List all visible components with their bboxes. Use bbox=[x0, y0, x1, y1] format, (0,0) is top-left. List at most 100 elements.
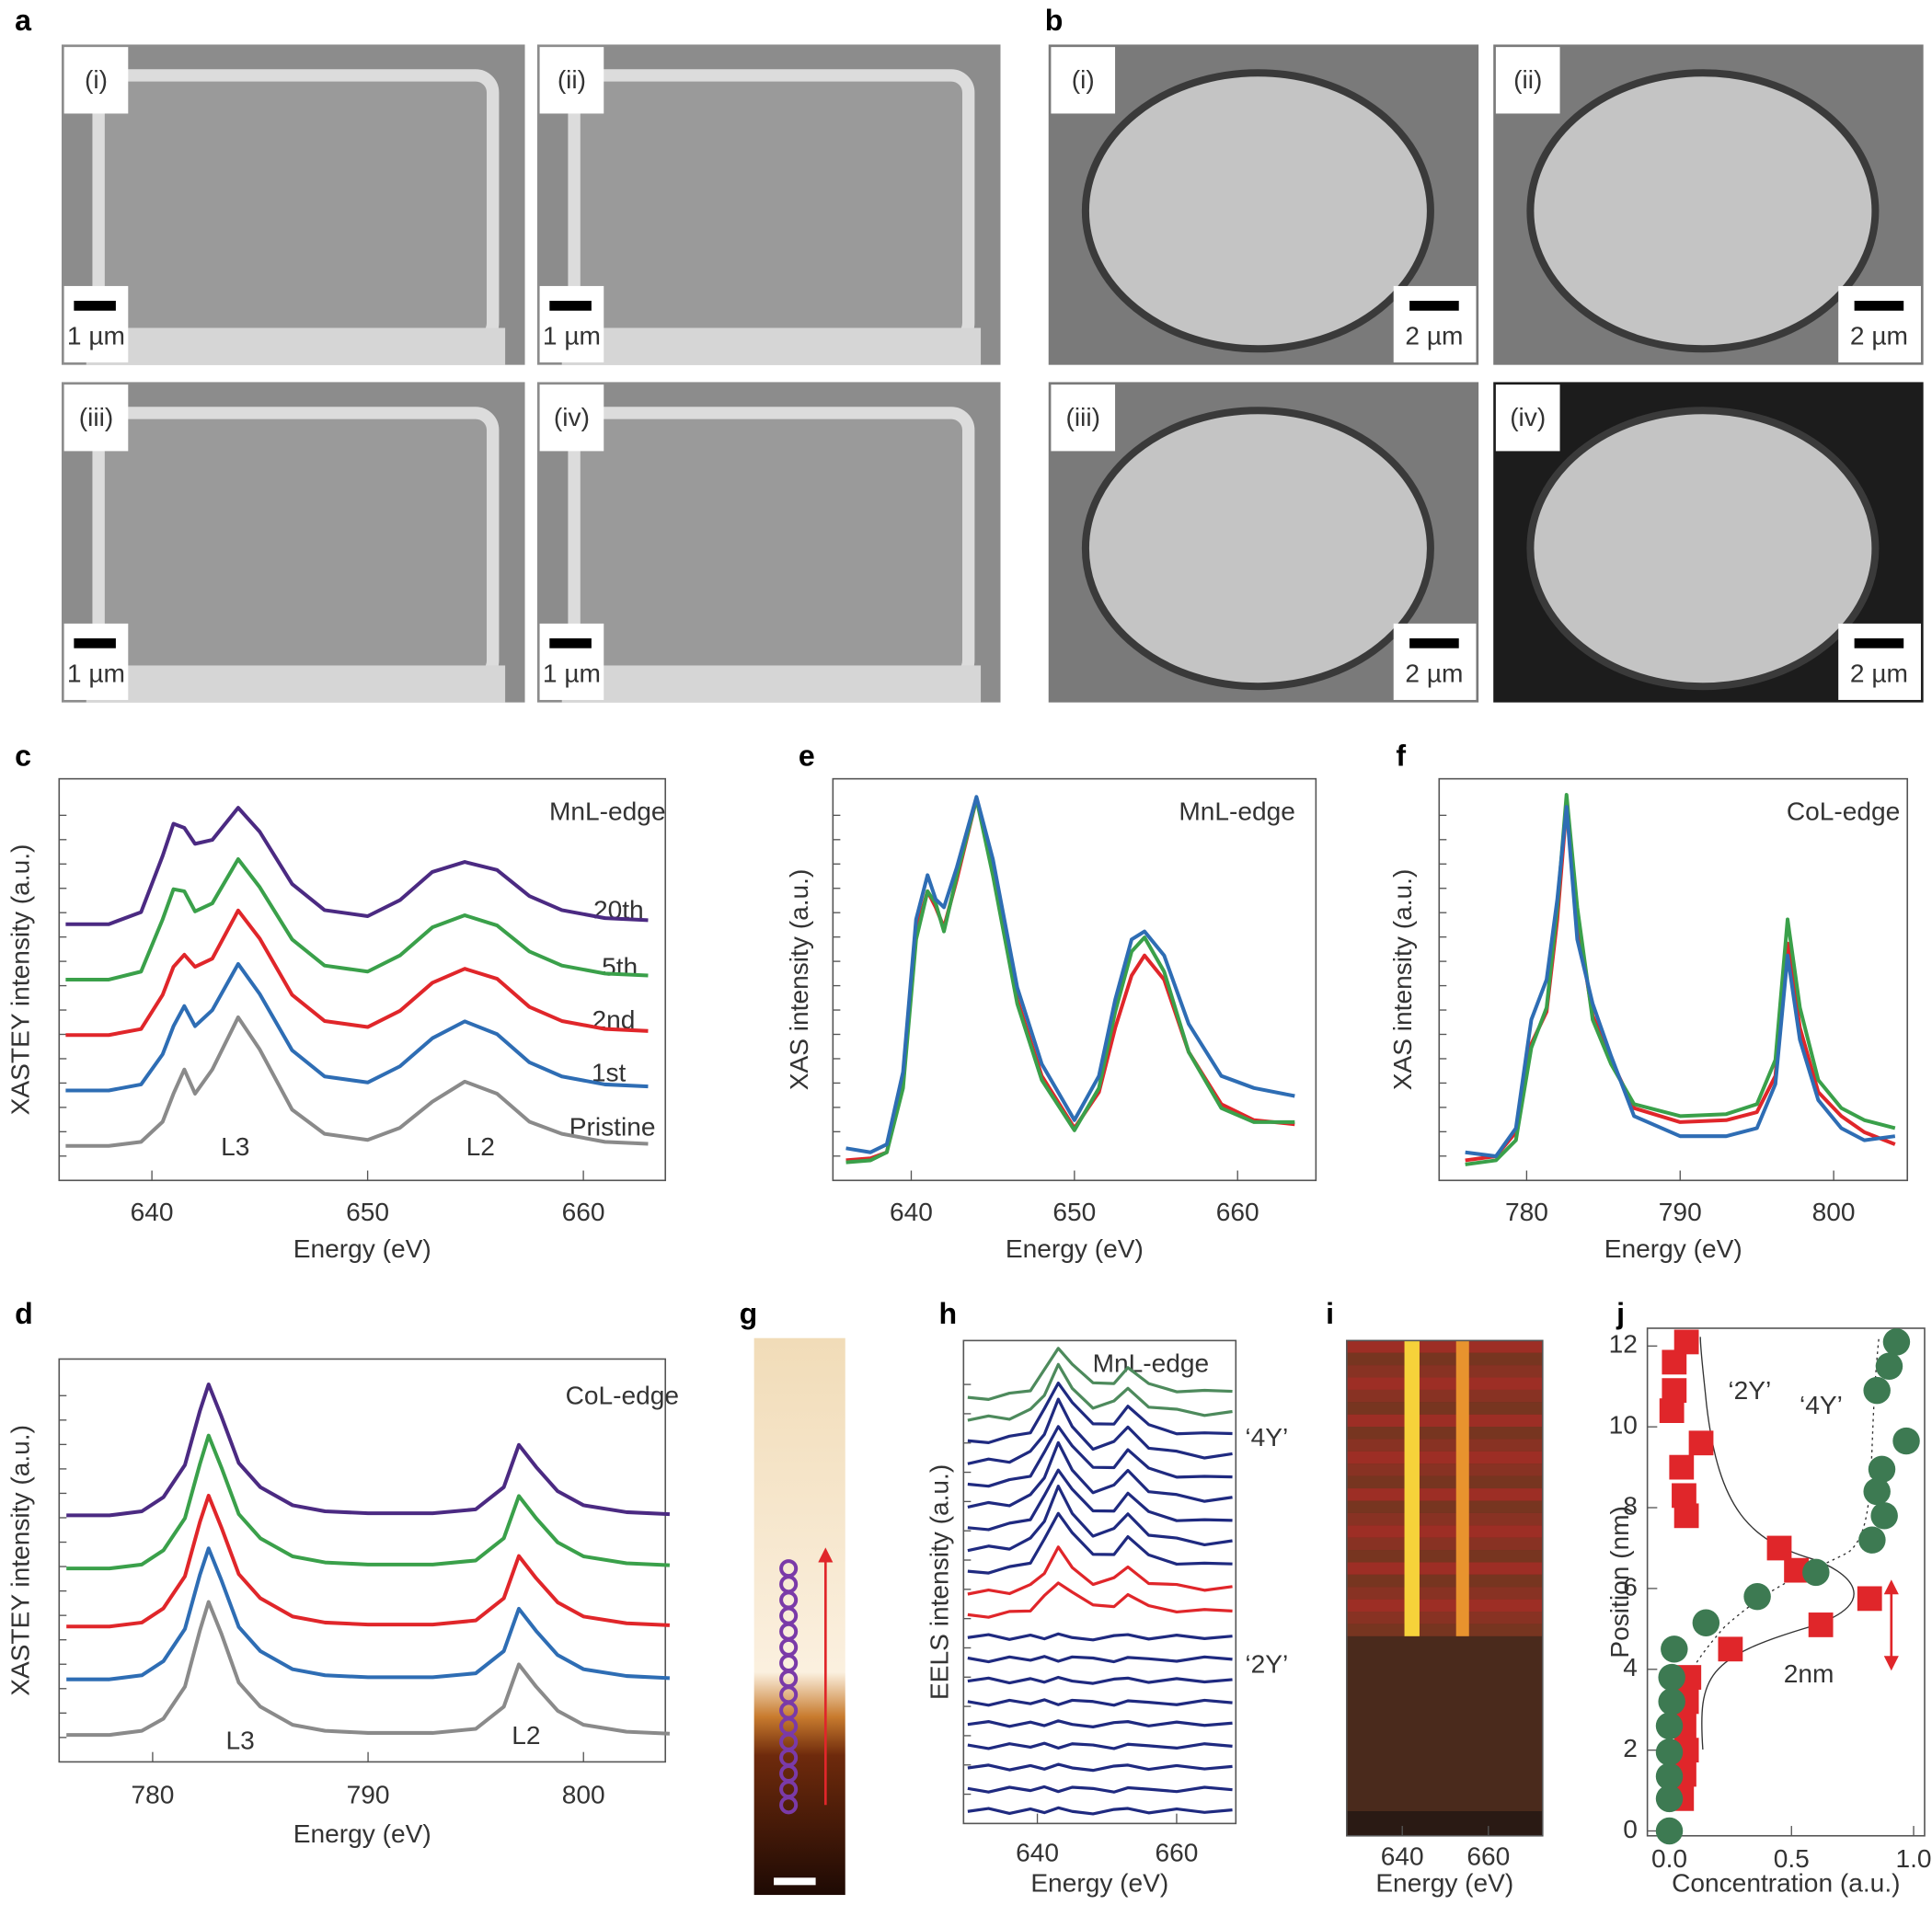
y-tick-label: 4 bbox=[1623, 1653, 1638, 1681]
point bbox=[1655, 1785, 1684, 1813]
y-tick-label: 12 bbox=[1609, 1330, 1638, 1359]
point bbox=[1863, 1477, 1891, 1506]
spectrum-line bbox=[967, 1762, 1233, 1773]
x-tick-label: 790 bbox=[1659, 1198, 1702, 1226]
scalebar-label: 1 µm bbox=[67, 322, 125, 350]
annotation: MnL-edge bbox=[549, 798, 666, 826]
x-tick-label: 640 bbox=[1016, 1838, 1059, 1866]
point bbox=[1673, 1503, 1699, 1529]
plot-frame bbox=[1438, 777, 1909, 1182]
spectrum-line bbox=[967, 1362, 1233, 1422]
panel-letter: h bbox=[939, 1297, 958, 1330]
scalebar-label: 1 µm bbox=[543, 322, 601, 350]
y-tick-label: 8 bbox=[1623, 1491, 1638, 1520]
panel-letter: c bbox=[15, 739, 31, 772]
subpanel-label: (i) bbox=[1072, 65, 1095, 94]
plot-frame bbox=[58, 1358, 667, 1763]
point bbox=[1743, 1582, 1771, 1611]
spectrum-line bbox=[66, 1493, 670, 1629]
x-tick-label: 0.0 bbox=[1651, 1844, 1687, 1873]
x-tick-label: 640 bbox=[131, 1198, 174, 1226]
micrograph-ledge bbox=[561, 327, 982, 365]
micrograph-blob bbox=[1526, 407, 1880, 691]
heatmap-row bbox=[1346, 1562, 1543, 1575]
scalebar-box bbox=[1838, 623, 1921, 700]
subpanel-label: (iv) bbox=[554, 403, 590, 431]
point bbox=[1655, 1762, 1684, 1790]
annotation: ‘2Y’ bbox=[1245, 1649, 1288, 1678]
scalebar bbox=[549, 637, 592, 648]
point bbox=[1892, 1427, 1920, 1455]
y-tick-label: 2 bbox=[1623, 1734, 1638, 1762]
point bbox=[1802, 1558, 1830, 1587]
scalebar-label: 1 µm bbox=[543, 660, 601, 688]
x-tick-label: 660 bbox=[1216, 1198, 1259, 1226]
point bbox=[1858, 1526, 1886, 1554]
annotation: L3 bbox=[221, 1132, 249, 1161]
x-tick-label: 650 bbox=[346, 1198, 389, 1226]
point bbox=[1662, 1349, 1687, 1375]
label-box bbox=[539, 384, 604, 452]
annotation: L2 bbox=[512, 1721, 540, 1750]
x-tick-label: 800 bbox=[562, 1780, 605, 1808]
panel-letter: i bbox=[1326, 1297, 1334, 1330]
panel-letter: e bbox=[799, 739, 815, 772]
spectrum-line bbox=[1465, 805, 1896, 1159]
heatmap-row bbox=[1346, 1402, 1543, 1415]
scalebar-box bbox=[539, 285, 604, 362]
series-label: ‘2Y’ bbox=[1728, 1376, 1771, 1405]
plot-frame bbox=[962, 1339, 1237, 1825]
point bbox=[1863, 1376, 1891, 1405]
spectrum-line bbox=[967, 1741, 1233, 1750]
label-box bbox=[63, 47, 129, 114]
x-tick-label: 660 bbox=[562, 1198, 605, 1226]
label-box bbox=[1051, 384, 1116, 452]
point bbox=[1808, 1612, 1834, 1637]
x-axis-label: Energy (eV) bbox=[1604, 1234, 1742, 1263]
scalebar-box bbox=[1393, 623, 1477, 700]
spectrum-line bbox=[967, 1632, 1233, 1642]
spectrum-line bbox=[967, 1397, 1233, 1465]
heatmap-row bbox=[1346, 1414, 1543, 1428]
micrograph-rim bbox=[92, 407, 500, 684]
spectrum-line bbox=[1465, 793, 1896, 1166]
y-axis-label: XASTEY intensity (a.u.) bbox=[6, 844, 35, 1116]
panel-letter: j bbox=[1616, 1297, 1625, 1330]
x-axis-label: Energy (eV) bbox=[1006, 1234, 1144, 1263]
series-label: ‘4Y’ bbox=[1800, 1391, 1843, 1419]
probe-point bbox=[779, 1559, 799, 1578]
label-box bbox=[63, 384, 129, 452]
scalebar bbox=[1409, 301, 1459, 311]
y-tick-label: 10 bbox=[1609, 1411, 1638, 1440]
scalebar bbox=[74, 301, 116, 311]
heatmap-row bbox=[1346, 1439, 1543, 1452]
spectrum-line bbox=[65, 961, 649, 1093]
annotation: MnL-edge bbox=[1179, 798, 1295, 826]
micrograph-ledge bbox=[86, 327, 506, 365]
point bbox=[1658, 1688, 1685, 1716]
scalebar bbox=[74, 637, 116, 648]
scalebar-box bbox=[539, 623, 604, 700]
micrograph-ledge bbox=[86, 665, 506, 703]
spectrum-line bbox=[967, 1675, 1233, 1685]
heatmap-row bbox=[1346, 1512, 1543, 1526]
heatmap-row bbox=[1346, 1451, 1543, 1464]
micrograph-rim bbox=[568, 69, 975, 347]
spectrum-line bbox=[967, 1785, 1233, 1794]
x-axis-label: Concentration (a.u.) bbox=[1672, 1869, 1900, 1898]
spectrum-line bbox=[967, 1581, 1233, 1619]
panel-letter: b bbox=[1045, 4, 1064, 37]
label-box bbox=[1495, 47, 1560, 114]
x-axis-label: Energy (eV) bbox=[293, 1234, 431, 1263]
y-tick-label: 6 bbox=[1623, 1572, 1638, 1601]
x-axis-label: Energy (eV) bbox=[293, 1819, 431, 1848]
spectrum-line bbox=[967, 1381, 1233, 1445]
point bbox=[1658, 1663, 1685, 1692]
heatmap-bottom bbox=[1346, 1810, 1543, 1836]
annotation: MnL-edge bbox=[1093, 1349, 1210, 1378]
scalebar bbox=[1854, 301, 1904, 311]
point bbox=[1868, 1455, 1896, 1484]
plot-frame bbox=[1346, 1339, 1544, 1837]
heatmap-row bbox=[1346, 1574, 1543, 1588]
spectrum-line bbox=[967, 1545, 1233, 1596]
